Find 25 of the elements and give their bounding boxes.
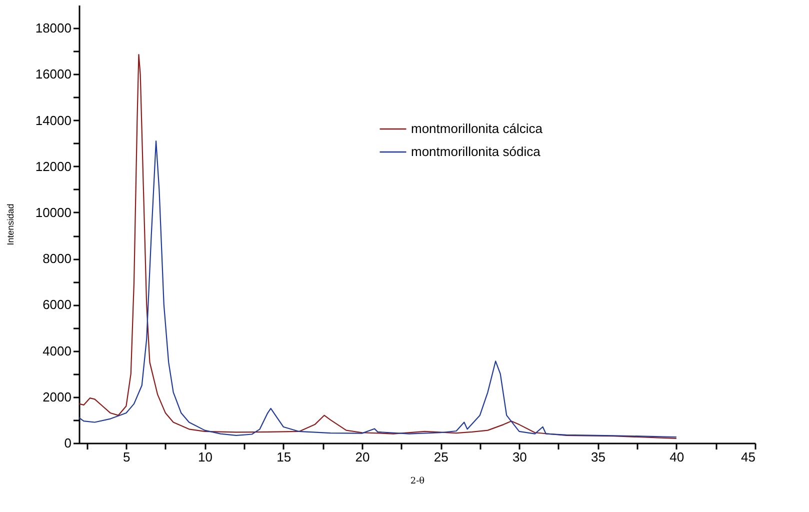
y-axis-title: Intensidad	[5, 204, 16, 246]
y-tick-label: 6000	[42, 297, 72, 312]
x-tick-label: 40	[670, 450, 684, 464]
x-tick-label: 30	[512, 450, 527, 464]
x-tick-label: 25	[434, 450, 448, 464]
legend-label: montmorillonita cálcica	[411, 121, 544, 136]
x-tick-label: 10	[198, 450, 212, 464]
y-tick-label: 10000	[35, 204, 72, 220]
x-tick-label: 45	[741, 450, 756, 464]
y-tick-label: 0	[64, 436, 72, 450]
legend-label: montmorillonita sódica	[411, 144, 542, 159]
x-tick-label: 5	[123, 450, 130, 464]
x-tick-label: 35	[591, 450, 606, 464]
y-tick-label: 4000	[42, 343, 72, 358]
y-tick-label: 12000	[35, 158, 72, 174]
y-tick-label: 2000	[42, 389, 72, 404]
y-tick-label: 14000	[35, 112, 72, 128]
x-axis-title: 2-θ	[410, 476, 425, 486]
x-tick-label: 20	[355, 450, 370, 464]
line-series	[78, 140, 677, 438]
y-tick-label: 16000	[35, 66, 72, 82]
x-tick-label: 15	[276, 450, 292, 464]
y-tick-label: 8000	[42, 251, 72, 266]
line-series	[78, 54, 677, 439]
y-tick-label: 18000	[35, 20, 72, 36]
